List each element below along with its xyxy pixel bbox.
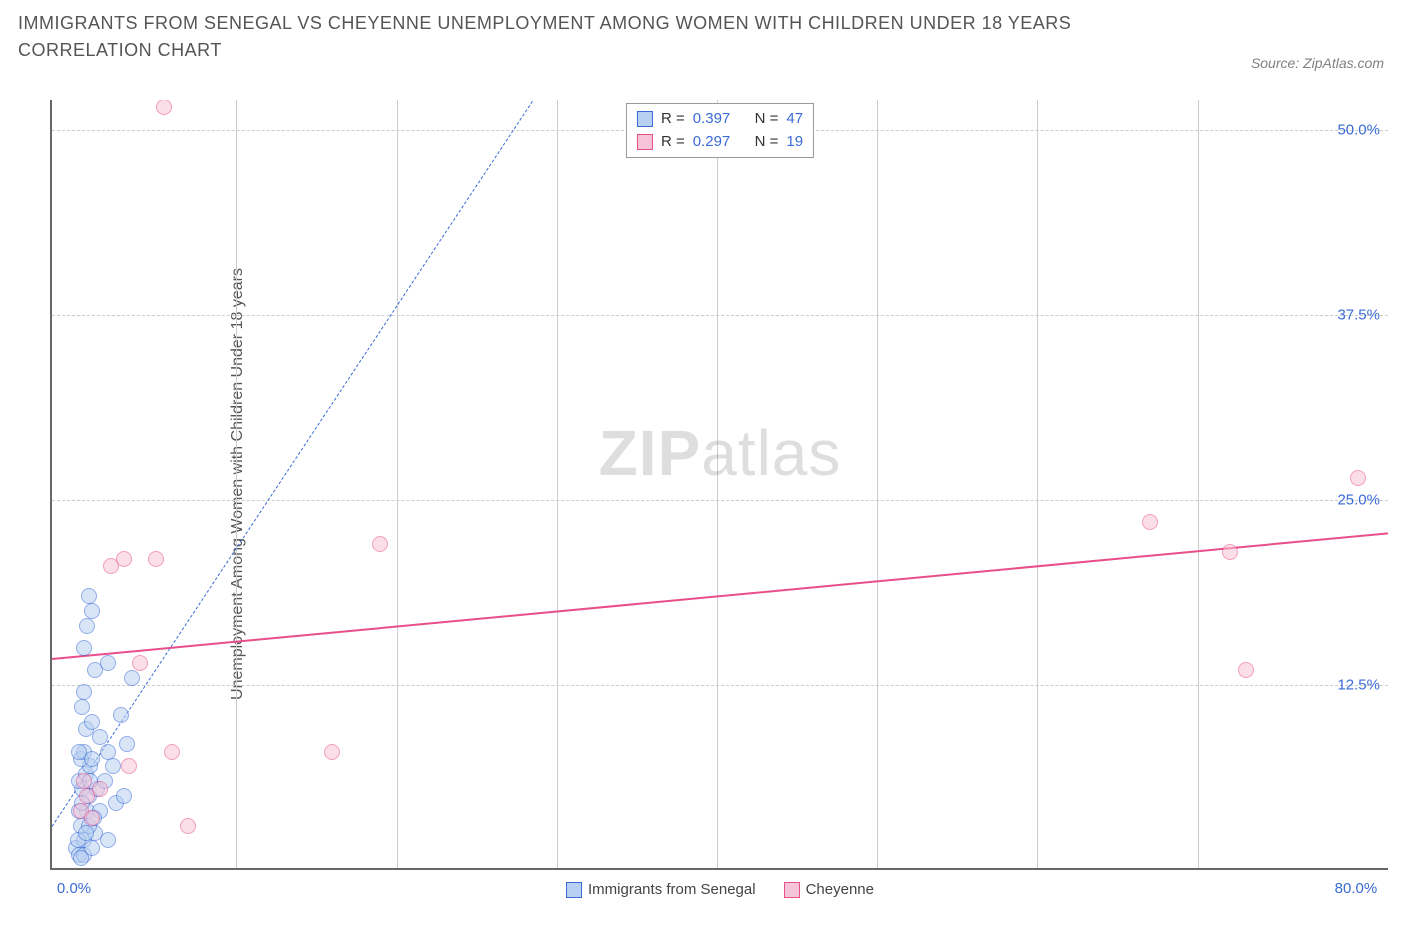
data-point-senegal: [113, 707, 129, 723]
data-point-cheyenne: [1350, 470, 1366, 486]
data-point-senegal: [84, 714, 100, 730]
data-point-cheyenne: [148, 551, 164, 567]
data-point-senegal: [76, 640, 92, 656]
legend-item-senegal: Immigrants from Senegal: [566, 881, 756, 898]
data-point-senegal: [100, 655, 116, 671]
data-point-senegal: [105, 758, 121, 774]
x-tick-label: 80.0%: [1335, 880, 1378, 897]
gridline-vertical: [717, 100, 718, 868]
data-point-cheyenne: [121, 758, 137, 774]
legend-item-cheyenne: Cheyenne: [784, 881, 874, 898]
data-point-senegal: [116, 788, 132, 804]
trend-line-cheyenne: [52, 532, 1388, 660]
data-point-senegal: [78, 825, 94, 841]
data-point-senegal: [92, 729, 108, 745]
gridline-vertical: [236, 100, 237, 868]
gridline-vertical: [1037, 100, 1038, 868]
gridline-horizontal: [52, 685, 1388, 686]
y-tick-label: 37.5%: [1337, 306, 1380, 323]
stat-row-senegal: R =0.397 N =47: [637, 108, 803, 131]
data-point-cheyenne: [116, 551, 132, 567]
stat-row-cheyenne: R =0.297 N =19: [637, 131, 803, 154]
legend-swatch-senegal: [566, 882, 582, 898]
data-point-senegal: [81, 588, 97, 604]
data-point-senegal: [76, 684, 92, 700]
legend-swatch-senegal: [637, 111, 653, 127]
data-point-senegal: [119, 736, 135, 752]
gridline-vertical: [877, 100, 878, 868]
gridline-horizontal: [52, 315, 1388, 316]
legend-label-senegal: Immigrants from Senegal: [588, 881, 756, 898]
data-point-cheyenne: [180, 818, 196, 834]
y-tick-label: 12.5%: [1337, 676, 1380, 693]
legend-swatch-cheyenne: [784, 882, 800, 898]
data-point-senegal: [100, 832, 116, 848]
stat-n-cheyenne: 19: [786, 131, 803, 154]
stat-n-senegal: 47: [786, 108, 803, 131]
gridline-vertical: [397, 100, 398, 868]
source-attribution: Source: ZipAtlas.com: [1251, 55, 1384, 71]
chart-title: IMMIGRANTS FROM SENEGAL VS CHEYENNE UNEM…: [18, 10, 1118, 64]
y-tick-label: 50.0%: [1337, 121, 1380, 138]
data-point-senegal: [79, 618, 95, 634]
data-point-cheyenne: [76, 773, 92, 789]
data-point-cheyenne: [164, 744, 180, 760]
data-point-cheyenne: [1142, 514, 1158, 530]
legend-swatch-cheyenne: [637, 134, 653, 150]
data-point-senegal: [74, 699, 90, 715]
gridline-horizontal: [52, 500, 1388, 501]
data-point-cheyenne: [92, 781, 108, 797]
stat-r-cheyenne: 0.297: [693, 131, 731, 154]
x-tick-label: 0.0%: [57, 880, 91, 897]
data-point-cheyenne: [156, 100, 172, 115]
gridline-vertical: [557, 100, 558, 868]
data-point-cheyenne: [132, 655, 148, 671]
data-point-senegal: [100, 744, 116, 760]
stat-r-senegal: 0.397: [693, 108, 731, 131]
data-point-cheyenne: [1222, 544, 1238, 560]
series-legend: Immigrants from Senegal Cheyenne: [566, 881, 874, 898]
data-point-cheyenne: [324, 744, 340, 760]
data-point-senegal: [124, 670, 140, 686]
data-point-senegal: [71, 744, 87, 760]
legend-label-cheyenne: Cheyenne: [806, 881, 874, 898]
gridline-vertical: [1198, 100, 1199, 868]
data-point-senegal: [84, 603, 100, 619]
y-tick-label: 25.0%: [1337, 491, 1380, 508]
data-point-senegal: [73, 850, 89, 866]
data-point-cheyenne: [1238, 662, 1254, 678]
chart-plot-area: Unemployment Among Women with Children U…: [50, 100, 1388, 870]
data-point-cheyenne: [84, 810, 100, 826]
correlation-legend: R =0.397 N =47R =0.297 N =19: [626, 103, 814, 158]
data-point-cheyenne: [372, 536, 388, 552]
